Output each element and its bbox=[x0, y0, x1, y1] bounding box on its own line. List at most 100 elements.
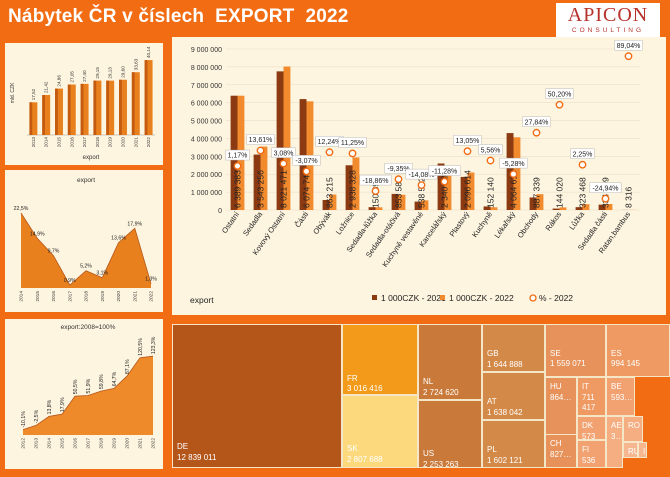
data-label: 87,1% bbox=[125, 359, 131, 374]
treemap-tile-at: AT 1 638 042 bbox=[482, 372, 545, 420]
pct-label: 5,56% bbox=[481, 147, 501, 154]
treemap-country-value: 1 559 071 bbox=[550, 359, 586, 368]
data-label: 120,5% bbox=[138, 338, 144, 356]
data-label: 13,6% bbox=[111, 236, 126, 242]
treemap-tile-sk: SK 2 807 688 bbox=[342, 395, 418, 468]
treemap-country-value: 573 8… bbox=[582, 432, 596, 440]
treemap-country-value: 2 724 620 bbox=[423, 388, 459, 397]
bar-2021-Sedadla části bbox=[598, 204, 606, 210]
pct-label: -24,94% bbox=[592, 185, 618, 192]
export-growth-panel: export 22,5% 2014 14,9% 2015 9,7% 2016 0,9% 2017… bbox=[5, 170, 163, 312]
treemap-tile-es: ES 994 145 bbox=[606, 324, 670, 377]
x-tick-label: 2018 bbox=[95, 137, 100, 148]
bar-shade-2017 bbox=[80, 83, 84, 135]
treemap-country-code: CH bbox=[550, 439, 562, 448]
bar-shade-2013 bbox=[29, 102, 33, 135]
bar-2021 bbox=[131, 72, 140, 135]
treemap-tile-dk: DK 573 8… bbox=[577, 416, 606, 440]
treemap-country-value: 1 638 042 bbox=[487, 408, 523, 417]
bar-2021-Části bbox=[299, 99, 307, 210]
x-tick-label: 2019 bbox=[108, 137, 113, 148]
pct-marker-Lůžka bbox=[578, 160, 587, 169]
bar-value-label: 853 587 bbox=[394, 177, 404, 208]
treemap-tile-fi: FI 536 7… bbox=[577, 440, 606, 468]
page-title: Nábytek ČR v číslech EXPORT 2022 bbox=[8, 6, 349, 27]
pct-marker-Kuchyně vestavěné bbox=[417, 181, 426, 190]
bar-2018 bbox=[93, 80, 102, 135]
x-tick-label: 2019 bbox=[112, 438, 118, 449]
x-tick-label: Rákos bbox=[544, 210, 564, 233]
bar-2022-Kuchyně bbox=[490, 207, 498, 210]
data-label: 64,7% bbox=[112, 371, 118, 386]
x-tick-label: Lékařský bbox=[493, 210, 518, 240]
bar-2022-Lůžka bbox=[582, 204, 590, 210]
bar-value-label: 323 468 bbox=[578, 177, 588, 208]
bar-2021-Plastový bbox=[460, 176, 468, 210]
pct-label-box bbox=[499, 157, 528, 169]
pct-label-box bbox=[292, 155, 321, 166]
bar-shade-2020 bbox=[119, 79, 122, 135]
treemap-tile-ru: RU bbox=[623, 442, 638, 458]
pct-marker-Ostatní bbox=[233, 162, 242, 170]
treemap-country-value: 2 253 263 bbox=[423, 460, 459, 468]
data-label: 14,9% bbox=[30, 231, 45, 237]
x-tick-label: Části bbox=[293, 210, 310, 229]
pct-marker-Ložnice bbox=[348, 149, 357, 158]
logo-wordmark: APICON bbox=[567, 4, 649, 26]
bar-value-label: 6 389 383 bbox=[233, 170, 243, 208]
export-category-chart: 0 1 000 000 2 000 000 3 000 000 4 000 000 5 0… bbox=[190, 39, 643, 305]
bar-value-label: 33,63 bbox=[133, 58, 138, 70]
bar-value-label: 2 340 997 bbox=[440, 170, 450, 208]
data-label: -10,1% bbox=[21, 411, 27, 428]
legend-label-1: 1 000CZK - 2022 bbox=[449, 293, 514, 303]
x-tick-label: 2022 bbox=[146, 137, 151, 148]
x-tick-label: 2014 bbox=[19, 291, 25, 302]
bar-2022-Plastový bbox=[467, 172, 475, 210]
pct-label-box bbox=[359, 174, 392, 186]
pct-label: -14,08% bbox=[408, 172, 434, 179]
pct-label: -18,86% bbox=[362, 178, 388, 185]
treemap-country-code: IE bbox=[643, 447, 646, 456]
treemap-tile-se: SE 1 559 071 bbox=[545, 324, 606, 377]
bar-value-label: 27,40 bbox=[82, 70, 87, 82]
bar-2022-Sedadla-otáčivá bbox=[398, 194, 406, 210]
x-axis-label: export bbox=[190, 295, 214, 305]
data-label: 3,1% bbox=[96, 271, 108, 277]
bar-2021-Obchody bbox=[529, 197, 537, 210]
bar-2021-Kuchyně vestavěné bbox=[414, 201, 422, 210]
pct-label: -3,07% bbox=[295, 158, 317, 165]
bar-shade-2015 bbox=[55, 88, 58, 135]
bar-2022-Obchody bbox=[536, 194, 544, 210]
y-tick-label: 0 bbox=[218, 208, 222, 215]
chart-title: export:2008=100% bbox=[61, 324, 116, 331]
treemap-country-value: 536 7… bbox=[582, 456, 596, 467]
treemap-tile-nl: NL 2 724 620 bbox=[418, 324, 482, 400]
pct-label: 3,08% bbox=[274, 150, 294, 157]
data-label: 0,9% bbox=[64, 278, 76, 284]
x-tick-label: 2020 bbox=[121, 137, 126, 148]
bar-2015 bbox=[55, 88, 63, 135]
legend-swatch-2 bbox=[529, 294, 537, 302]
treemap-tile-de: DE 12 839 011 bbox=[172, 324, 342, 468]
treemap-country-code: FI bbox=[582, 445, 590, 454]
bar-shade-2019 bbox=[106, 80, 110, 135]
bar-2021-Kancelářský bbox=[437, 163, 445, 210]
data-label: 59,8% bbox=[99, 374, 105, 389]
data-label: 51,9% bbox=[86, 378, 92, 393]
bar-2022-Sedadla bbox=[260, 146, 268, 210]
treemap-country-code: AE bbox=[611, 421, 622, 430]
pct-label-box bbox=[522, 116, 551, 127]
bar-2022-Sedadla části bbox=[605, 204, 613, 210]
bar-2013 bbox=[29, 102, 38, 135]
treemap-country-value: 3… bbox=[611, 432, 623, 441]
bar-2022-Sedadla-lůžka bbox=[375, 207, 383, 210]
pct-marker-Sedadla-lůžka bbox=[371, 187, 380, 195]
bar-2022-Obývák bbox=[329, 194, 337, 210]
bar-shade-2021 bbox=[131, 72, 135, 135]
bar-value-label: 29,15 bbox=[95, 67, 100, 79]
x-tick-label: 2014 bbox=[47, 438, 53, 449]
x-tick-label: Lůžka bbox=[567, 209, 586, 231]
x-tick-label: Obchody bbox=[516, 210, 541, 240]
x-tick-label: Sedadla bbox=[241, 209, 265, 237]
treemap-country-value: 2 807 688 bbox=[347, 455, 383, 464]
